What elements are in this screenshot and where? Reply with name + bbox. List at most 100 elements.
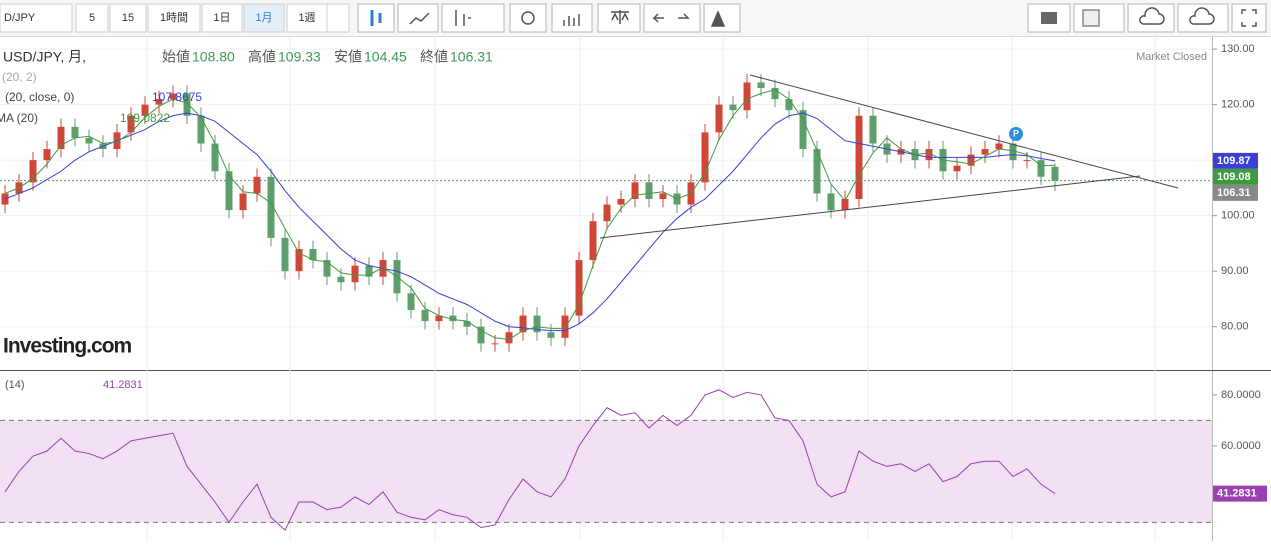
compare-icon [611,10,629,24]
save-icon [1189,7,1215,25]
compare-button[interactable] [597,3,641,33]
bar-button[interactable] [441,3,505,33]
legend: 始値 108.80 高値 109.33 安値 104.45 終値 106.31 (20, clo… [0,49,493,125]
candle-body [211,143,219,172]
candle-body [225,171,233,211]
candle-body [183,93,191,116]
interval-button[interactable] [286,3,328,33]
candle-body [435,315,443,322]
candle-body [995,143,1003,150]
interval-label: 15 [122,12,134,24]
candle-body [603,204,611,222]
interval-label: 5 [89,12,95,24]
interval-button[interactable] [243,3,285,33]
interval-menu[interactable] [326,3,350,33]
ohlc-value: 104.45 [364,49,407,65]
interval-label: 1日 [213,12,230,24]
settings-button[interactable] [509,3,547,33]
toolbar: D/JPY 5 15 1時間 1日 1月 1週 [0,3,350,33]
candle-button[interactable] [357,3,395,33]
rsi-value: 41.2831 [103,379,143,391]
interval-button[interactable] [147,3,201,33]
rsi-label: (14) [5,379,25,391]
ohlc-value: 108.80 [192,49,235,65]
candle-body [337,276,345,283]
candle-body [645,182,653,200]
price-tag [1213,168,1258,185]
symbol: D/JPY [4,12,36,24]
candle-icon [370,10,382,26]
candle-body [295,248,303,272]
ohlc-name: 終値 [420,49,448,65]
ohlc-value: 106.31 [450,49,493,65]
interval-button[interactable] [201,3,243,33]
toolbar-icons [357,3,1267,33]
trendline-lower [599,175,1141,239]
candle-body [407,293,415,311]
candle-body [967,154,975,166]
fullscreen-icon [1241,9,1257,27]
candle-body [785,99,793,111]
indicator-label: (20, 2) [2,70,37,84]
fullscreen-button[interactable] [1231,3,1267,33]
ohlc-name: 高値 [248,49,276,65]
candle-body [449,315,457,322]
candle-body [463,321,471,327]
candle-body [757,82,765,88]
interval-button[interactable] [75,3,109,33]
indicator-button[interactable] [551,3,593,33]
candle-body [743,82,751,111]
candle-body [253,176,261,194]
undo-redo-button[interactable] [643,3,701,33]
y-tick-label: 60.0000 [1221,440,1261,452]
camera-icon [1041,12,1057,24]
plot-area [0,48,1212,531]
candle-body [617,199,625,205]
y-tick-label: 130.00 [1221,43,1255,55]
indicator-icon [563,14,580,26]
candle-body [533,315,541,333]
candle-body [1,193,9,205]
candle-body [1051,166,1059,181]
candle-body [589,221,597,261]
price-tag [1213,152,1258,169]
candle-body [351,265,359,283]
candle-body [127,115,135,133]
ohlc-value: 109.33 [278,49,321,65]
alert-button[interactable] [703,3,741,33]
candle-body [197,115,205,144]
candle-body [519,315,527,333]
candle-body [869,115,877,144]
ma-line [4,112,1056,332]
rsi-band [0,420,1212,523]
chart-title: USD/JPY, 月, [3,49,86,65]
candle-body [281,237,289,272]
candle-body [813,149,821,194]
load-icon [1139,7,1165,25]
candle-body [267,176,275,238]
candle-body [365,265,373,277]
interval-button[interactable] [109,3,147,33]
candle-body [729,104,737,111]
color-icon [1082,9,1100,27]
y-tick-label: 80.00 [1221,321,1249,333]
symbol-box[interactable] [0,3,73,33]
candle-body [85,137,93,144]
series-name: MA (20) [0,111,38,125]
candle-body [1023,160,1031,162]
candle-body [29,160,37,183]
price-tag-label: 109.08 [1217,171,1251,183]
trendline-upper [749,74,1179,189]
candle-body [575,260,583,316]
area-button[interactable] [397,3,439,33]
candle-body [659,193,667,200]
pivot-marker[interactable] [1009,127,1023,141]
interval-label: 1週 [298,11,315,24]
candle-body [155,99,163,105]
undo-redo-icon [652,13,690,23]
candle-body [953,165,961,172]
pivot-marker-label: P [1013,128,1019,138]
ohlc-name: 安値 [334,49,362,65]
candle-body [841,199,849,211]
